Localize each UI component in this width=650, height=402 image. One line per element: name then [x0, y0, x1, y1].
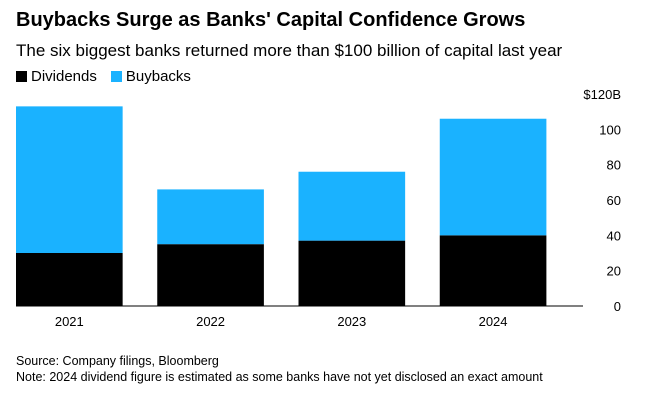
- bar-dividends-2022: [157, 244, 264, 306]
- x-tick-label-2021: 2021: [55, 314, 84, 329]
- bar-buybacks-2022: [157, 189, 264, 245]
- bar-buybacks-2024: [439, 118, 547, 236]
- footnote: Note: 2024 dividend figure is estimated …: [16, 370, 543, 384]
- x-tick-label-2023: 2023: [337, 314, 366, 329]
- legend-item-dividends: Dividends: [16, 68, 97, 85]
- bar-buybacks-2021: [16, 106, 123, 254]
- chart-subtitle: The six biggest banks returned more than…: [16, 41, 563, 60]
- source-note: Source: Company filings, Bloomberg: [16, 354, 219, 368]
- bar-dividends-2021: [16, 253, 123, 306]
- legend-label-buybacks: Buybacks: [125, 67, 191, 85]
- y-tick-label-40: 40: [607, 228, 621, 243]
- x-tick-label-2022: 2022: [196, 314, 225, 329]
- y-tick-label-80: 80: [607, 158, 621, 173]
- legend: Dividends Buybacks: [16, 67, 205, 85]
- bar-dividends-2024: [439, 235, 547, 306]
- stacked-bar-chart: 2021 2022 2023 2024 0 20 40 60 80 100 $120B: [16, 87, 621, 329]
- y-tick-label-20: 20: [607, 264, 621, 279]
- y-tick-label-100: 100: [599, 122, 621, 137]
- legend-swatch-buybacks: [110, 70, 122, 82]
- legend-swatch-dividends: [16, 70, 27, 82]
- chart-title: Buybacks Surge as Banks' Capital Confide…: [16, 9, 526, 31]
- y-tick-label-60: 60: [607, 193, 621, 208]
- bar-dividends-2023: [298, 240, 406, 306]
- x-tick-label-2024: 2024: [479, 314, 508, 329]
- legend-item-buybacks: Buybacks: [110, 67, 191, 85]
- bar-buybacks-2023: [298, 171, 406, 241]
- y-tick-label-0: 0: [614, 299, 621, 314]
- legend-label-dividends: Dividends: [31, 67, 97, 85]
- y-tick-label-120: $120B: [583, 87, 621, 102]
